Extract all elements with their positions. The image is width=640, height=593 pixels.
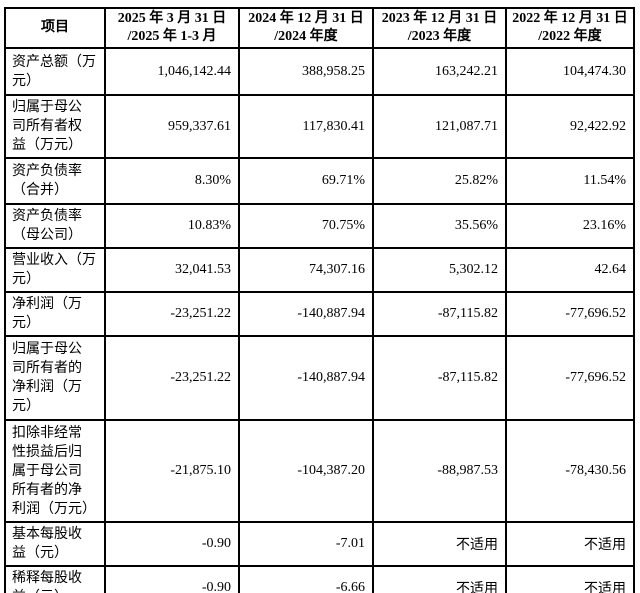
- cell-value: 959,337.61: [104, 94, 240, 159]
- header-row: 项目 2025 年 3 月 31 日 /2025 年 1-3 月 2024 年 …: [4, 7, 635, 49]
- cell-value: -21,875.10: [104, 419, 240, 523]
- cell-value: -6.66: [238, 565, 374, 593]
- cell-value: 23.16%: [505, 203, 635, 249]
- table-row-revenue: 营业收入（万 元） 32,041.53 74,307.16 5,302.12 4…: [4, 247, 635, 293]
- column-header-2023: 2023 年 12 月 31 日 /2023 年度: [372, 7, 507, 49]
- cell-value: -77,696.52: [505, 291, 635, 337]
- cell-value: -78,430.56: [505, 419, 635, 523]
- cell-value: -77,696.52: [505, 335, 635, 421]
- cell-value: 25.82%: [372, 157, 507, 205]
- cell-value: 不适用: [505, 565, 635, 593]
- row-label: 扣除非经常 性损益后归 属于母公司 所有者的净 利润（万元）: [4, 419, 106, 523]
- table-row-basic-eps: 基本每股收 益（元） -0.90 -7.01 不适用 不适用: [4, 521, 635, 567]
- row-label: 归属于母公 司所有者权 益（万元）: [4, 94, 106, 159]
- table-row-total-assets: 资产总额（万 元） 1,046,142.44 388,958.25 163,24…: [4, 47, 635, 96]
- row-label: 资产负债率 （合并）: [4, 157, 106, 205]
- row-label: 营业收入（万 元）: [4, 247, 106, 293]
- table-row-parent-equity: 归属于母公 司所有者权 益（万元） 959,337.61 117,830.41 …: [4, 94, 635, 159]
- cell-value: 不适用: [505, 521, 635, 567]
- cell-value: 74,307.16: [238, 247, 374, 293]
- table-row-diluted-eps: 稀释每股收 益（元） -0.90 -6.66 不适用 不适用: [4, 565, 635, 593]
- cell-value: 35.56%: [372, 203, 507, 249]
- cell-value: -87,115.82: [372, 291, 507, 337]
- cell-value: -23,251.22: [104, 291, 240, 337]
- cell-value: 42.64: [505, 247, 635, 293]
- cell-value: 1,046,142.44: [104, 47, 240, 96]
- row-label: 基本每股收 益（元）: [4, 521, 106, 567]
- cell-value: 117,830.41: [238, 94, 374, 159]
- row-label: 资产总额（万 元）: [4, 47, 106, 96]
- cell-value: 388,958.25: [238, 47, 374, 96]
- cell-value: 32,041.53: [104, 247, 240, 293]
- column-header-2024: 2024 年 12 月 31 日 /2024 年度: [238, 7, 374, 49]
- cell-value: -104,387.20: [238, 419, 374, 523]
- table-row-debt-ratio-parent: 资产负债率 （母公司） 10.83% 70.75% 35.56% 23.16%: [4, 203, 635, 249]
- cell-value: 10.83%: [104, 203, 240, 249]
- cell-value: 不适用: [372, 565, 507, 593]
- table-row-net-profit-excl-nonrecurring: 扣除非经常 性损益后归 属于母公司 所有者的净 利润（万元） -21,875.1…: [4, 419, 635, 523]
- cell-value: -140,887.94: [238, 335, 374, 421]
- cell-value: 163,242.21: [372, 47, 507, 96]
- table-row-parent-net-profit: 归属于母公 司所有者的 净利润（万 元） -23,251.22 -140,887…: [4, 335, 635, 421]
- cell-value: 104,474.30: [505, 47, 635, 96]
- row-label: 资产负债率 （母公司）: [4, 203, 106, 249]
- cell-value: 5,302.12: [372, 247, 507, 293]
- cell-value: 121,087.71: [372, 94, 507, 159]
- cell-value: 不适用: [372, 521, 507, 567]
- column-header-2025: 2025 年 3 月 31 日 /2025 年 1-3 月: [104, 7, 240, 49]
- row-label: 稀释每股收 益（元）: [4, 565, 106, 593]
- cell-value: 92,422.92: [505, 94, 635, 159]
- cell-value: -7.01: [238, 521, 374, 567]
- row-label: 归属于母公 司所有者的 净利润（万 元）: [4, 335, 106, 421]
- column-header-item: 项目: [4, 7, 106, 49]
- cell-value: -0.90: [104, 565, 240, 593]
- cell-value: -87,115.82: [372, 335, 507, 421]
- cell-value: 11.54%: [505, 157, 635, 205]
- cell-value: -88,987.53: [372, 419, 507, 523]
- table-row-net-profit: 净利润（万 元） -23,251.22 -140,887.94 -87,115.…: [4, 291, 635, 337]
- table-row-debt-ratio-consolidated: 资产负债率 （合并） 8.30% 69.71% 25.82% 11.54%: [4, 157, 635, 205]
- cell-value: -140,887.94: [238, 291, 374, 337]
- column-header-2022: 2022 年 12 月 31 日 /2022 年度: [505, 7, 635, 49]
- financial-data-table: 项目 2025 年 3 月 31 日 /2025 年 1-3 月 2024 年 …: [4, 7, 635, 593]
- row-label: 净利润（万 元）: [4, 291, 106, 337]
- cell-value: -0.90: [104, 521, 240, 567]
- cell-value: 8.30%: [104, 157, 240, 205]
- cell-value: 70.75%: [238, 203, 374, 249]
- cell-value: 69.71%: [238, 157, 374, 205]
- cell-value: -23,251.22: [104, 335, 240, 421]
